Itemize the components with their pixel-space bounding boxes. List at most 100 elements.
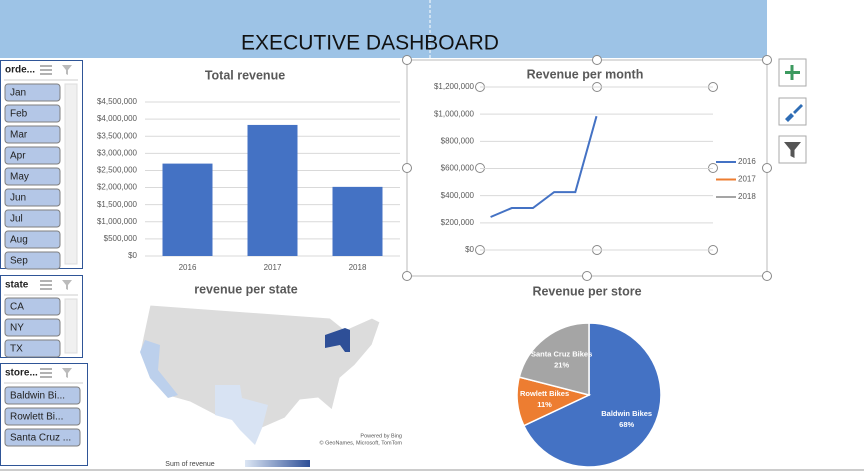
slicer-item[interactable] [4, 104, 61, 123]
slicer-item[interactable] [4, 428, 81, 447]
slicer-item[interactable] [4, 146, 61, 165]
handle [592, 55, 602, 65]
states [139, 304, 381, 446]
slicer-item-label: NY [10, 323, 24, 334]
slicer-item[interactable] [4, 318, 61, 337]
y-tick-label: $600,000 [441, 164, 475, 173]
y-tick-label: $4,000,000 [97, 114, 138, 123]
y-tick-label: $4,500,000 [97, 97, 138, 106]
y-tick-label: $500,000 [104, 234, 138, 243]
slicer-item[interactable] [4, 188, 61, 207]
brush-icon [785, 104, 803, 122]
slicer-item[interactable] [4, 230, 61, 249]
slicer-header: store... [5, 368, 38, 379]
state-ca [140, 340, 178, 398]
y-tick-label: $1,500,000 [97, 200, 138, 209]
clear-filter-icon [62, 280, 72, 290]
banner [0, 0, 767, 58]
slicer-item-label: Feb [10, 109, 28, 120]
handle [762, 55, 772, 65]
slicer-item-label: Sep [10, 256, 28, 267]
x-tick-label: 2016 [179, 263, 197, 272]
slicer-item[interactable] [4, 297, 61, 316]
slicer-header: orde... [5, 65, 35, 76]
slicer-item-label: Baldwin Bi... [10, 391, 65, 402]
map-legend-scale [245, 460, 310, 467]
chart-tools [778, 58, 807, 164]
funnel-icon [784, 142, 801, 158]
scrollbar [64, 298, 78, 354]
handle [762, 163, 772, 173]
chart-title: revenue per state [194, 282, 298, 296]
y-tick-label: $1,000,000 [97, 217, 138, 226]
map-credit: Powered by Bing [360, 433, 402, 439]
handle [402, 271, 412, 281]
slicer-item[interactable] [4, 83, 61, 102]
chart-title: Total revenue [205, 68, 285, 82]
series-line [490, 115, 598, 218]
multi-select-icon [40, 280, 52, 290]
style-button[interactable] [778, 97, 807, 126]
slicer-item-label: CA [10, 302, 24, 313]
pie-slice [518, 322, 590, 396]
y-tick-label: $0 [128, 251, 137, 260]
slicer-header: state [5, 280, 29, 291]
y-tick-label: $3,000,000 [97, 148, 138, 157]
scrollbar [64, 83, 78, 265]
slice-name: Baldwin Bikes [601, 409, 652, 418]
legend-label: 2016 [738, 157, 756, 166]
slicer-item-label: Jun [10, 193, 26, 204]
bar [332, 186, 383, 256]
y-tick-label: $800,000 [441, 136, 475, 145]
y-tick-label: $3,500,000 [97, 131, 138, 140]
slice-label: 11% [537, 400, 552, 409]
handle [402, 163, 412, 173]
slicer-item-label: Aug [10, 235, 28, 246]
state-tx [215, 385, 268, 445]
slicer-item-label: Apr [10, 151, 26, 162]
y-tick-label: $400,000 [441, 191, 475, 200]
slice-label: 21% [554, 361, 569, 370]
clear-filter-icon [62, 65, 72, 75]
handle [402, 55, 412, 65]
slicer-item-label: TX [10, 344, 23, 355]
y-tick-label: $2,500,000 [97, 166, 138, 175]
map-legend-title: Sum of revenue [165, 461, 215, 468]
multi-select-icon [40, 65, 52, 75]
y-tick-label: $1,200,000 [434, 82, 475, 91]
dashboard-title: EXECUTIVE DASHBOARD [241, 32, 499, 55]
map-credit: © GeoNames, Microsoft, TomTom [320, 439, 403, 446]
slice-label: 68% [619, 420, 634, 429]
slicer-item-label: Jul [10, 214, 23, 225]
multi-select-icon [40, 368, 52, 378]
chart-title: Revenue per month [527, 67, 644, 81]
plus-icon [785, 65, 800, 80]
chart-title: Revenue per store [532, 284, 641, 298]
bar [247, 124, 298, 256]
handle [762, 271, 772, 281]
pie-slice [522, 322, 662, 468]
slicer-item[interactable] [4, 251, 61, 270]
slice-name: Santa Cruz Bikes [531, 350, 592, 359]
slicer-item[interactable] [4, 167, 61, 186]
state-ny [325, 328, 350, 352]
slicer-item[interactable] [4, 339, 61, 358]
y-tick-label: $1,000,000 [434, 109, 475, 118]
x-tick-label: 2018 [349, 263, 367, 272]
y-tick-label: $2,000,000 [97, 183, 138, 192]
slicer-item[interactable] [4, 209, 61, 228]
slicer-item-label: Santa Cruz ... [10, 433, 71, 444]
slicer-item-label: Jan [10, 88, 26, 99]
handle [582, 271, 592, 281]
slicer-item-label: Mar [10, 130, 28, 141]
slicer-item[interactable] [4, 386, 81, 405]
us-map [139, 304, 381, 467]
slicer-item-label: Rowlett Bi... [10, 412, 63, 423]
slicer-item[interactable] [4, 407, 81, 426]
legend-label: 2017 [738, 175, 756, 184]
legend-label: 2018 [738, 192, 756, 201]
x-tick-label: 2017 [264, 263, 282, 272]
slice-name: Rowlett Bikes [520, 389, 569, 398]
slicer-item[interactable] [4, 125, 61, 144]
